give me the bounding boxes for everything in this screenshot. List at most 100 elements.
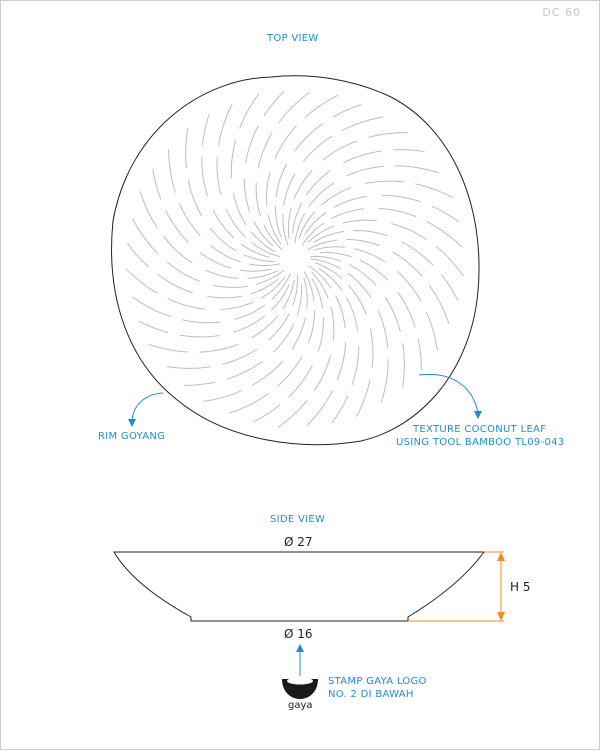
texture-stroke [165, 210, 189, 243]
texture-stroke [248, 263, 281, 266]
texture-stroke [168, 149, 176, 193]
texture-arrow-head [474, 411, 482, 419]
texture-stroke [322, 140, 358, 161]
texture-stroke [331, 208, 365, 219]
gaya-logo-text: gaya [288, 700, 313, 711]
texture-stroke [392, 149, 425, 152]
texture-stroke [209, 228, 237, 251]
texture-stroke [282, 214, 289, 246]
texture-stroke [257, 132, 273, 169]
texture-stroke [243, 178, 251, 213]
texture-stroke [205, 269, 239, 279]
texture-stroke [181, 319, 221, 324]
texture-stroke [315, 262, 343, 280]
top-view-title: TOP VIEW [267, 33, 319, 44]
texture-stroke [255, 182, 261, 217]
texture-stroke [263, 224, 283, 251]
texture-stroke [356, 379, 371, 417]
gaya-logo-rim [287, 677, 313, 685]
texture-stroke [303, 277, 308, 310]
texture-stroke [292, 202, 302, 234]
texture-stroke [179, 334, 220, 338]
texture-stroke [275, 206, 282, 238]
height-label: H 5 [510, 580, 531, 594]
texture-stroke [333, 195, 367, 208]
texture-stroke [163, 236, 193, 264]
texture-stroke [343, 150, 382, 164]
texture-stroke [347, 272, 372, 298]
bowl-rim-outline [111, 75, 480, 446]
rim-arrow-head [128, 419, 136, 427]
texture-stroke [278, 400, 308, 428]
texture-stroke [245, 125, 259, 164]
bowl-center [282, 246, 308, 272]
texture-stroke [308, 182, 334, 207]
texture-stroke [152, 168, 162, 200]
texture-stroke [380, 358, 389, 403]
texture-stroke [313, 246, 346, 251]
texture-stroke [229, 392, 269, 414]
texture-stroke [335, 295, 346, 329]
texture-stroke [226, 361, 263, 380]
texture-stroke [381, 194, 422, 203]
texture-stroke [274, 125, 297, 159]
texture-stroke [304, 95, 339, 118]
texture-stroke [250, 278, 279, 295]
texture-stroke [311, 278, 323, 309]
texture-stroke [212, 209, 235, 239]
texture-stroke [185, 127, 189, 169]
texture-stroke [392, 251, 423, 277]
texture-stroke [391, 223, 428, 240]
texture-stroke [199, 252, 232, 269]
texture-stroke [268, 215, 282, 245]
texture-stroke [166, 261, 200, 282]
texture-stroke [233, 315, 265, 333]
texture-stroke [264, 90, 285, 116]
texture-stroke [294, 213, 305, 244]
texture-stroke [415, 183, 453, 198]
texture-stroke [367, 132, 408, 138]
texture-stroke [303, 271, 315, 302]
texture-stroke [132, 218, 159, 255]
texture-stroke [353, 229, 388, 237]
texture-stroke [230, 139, 237, 179]
texture-stroke [202, 114, 210, 146]
texture-stroke [353, 248, 386, 263]
texture-stroke [319, 252, 352, 258]
texture-stroke [220, 301, 254, 310]
top-diameter-label: Ø 27 [284, 535, 313, 549]
texture-stroke [296, 283, 302, 316]
texture-stroke [167, 298, 206, 310]
texture-stroke [294, 123, 324, 152]
texture-stroke [251, 242, 280, 257]
texture-stroke [251, 231, 276, 253]
texture-stroke [341, 116, 384, 131]
texture-stroke [166, 366, 211, 369]
texture-stroke [310, 255, 342, 262]
texture-stroke [277, 356, 303, 387]
texture-stroke [275, 163, 287, 198]
texture-stroke [203, 390, 243, 402]
texture-stroke [201, 156, 208, 197]
texture-stroke [148, 344, 189, 353]
texture-stroke [239, 93, 260, 129]
texture-stroke [304, 211, 327, 236]
texture-stroke [431, 205, 460, 223]
texture-stroke [428, 285, 450, 325]
texture-stroke [307, 225, 335, 243]
texture-stroke [330, 306, 335, 341]
texture-stroke [216, 156, 222, 196]
texture-stroke [278, 92, 310, 124]
side-view-title: SIDE VIEW [270, 514, 326, 525]
texture-stroke [320, 187, 351, 206]
texture-stroke [308, 309, 315, 344]
texture-stroke [292, 274, 299, 306]
texture-stroke [377, 310, 389, 348]
texture-stroke [199, 344, 239, 353]
texture-stroke [307, 239, 338, 251]
texture-stroke [402, 343, 405, 388]
texture-stroke [298, 211, 316, 239]
texture-stroke [247, 270, 279, 279]
